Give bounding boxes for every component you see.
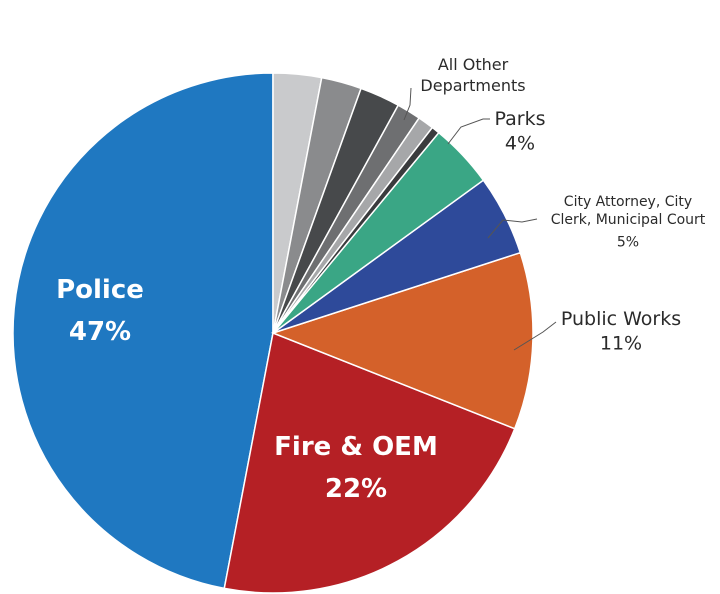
label-fire-oem-name: Fire & OEM [274, 432, 438, 462]
label-parks-value: 4% [505, 133, 535, 155]
slice-fire-oem [223, 331, 516, 594]
slice-public-works [270, 251, 534, 430]
label-parks-line-1: Parks [495, 108, 546, 130]
label-all-other-departments-line-1: All Other [438, 55, 509, 74]
leader-lines [403, 87, 557, 351]
label-city-attorney-city-clerk-municipal-court-value: 5% [617, 234, 639, 250]
label-city-attorney-city-clerk-municipal-court-line-2: Clerk, Municipal Court [551, 212, 706, 228]
label-police-value: 47% [69, 317, 131, 347]
leader-public-works [513, 321, 557, 351]
label-public-works-value: 11% [600, 333, 642, 355]
leader-parks [447, 118, 490, 145]
pie-slices [12, 72, 534, 594]
leader-city-attorney-city-clerk-municipal-court [487, 218, 538, 239]
slice-all-other-departments-part-6 [272, 126, 440, 334]
leader-all-other-departments [403, 87, 412, 121]
slice-labels: Police 47% Fire & OEM 22% Public Works 11% Cit… [56, 55, 706, 504]
slice-police [12, 72, 274, 590]
label-city-attorney-city-clerk-municipal-court-line-1: City Attorney, City [564, 194, 692, 210]
label-public-works-line-1: Public Works [561, 308, 681, 330]
label-all-other-departments-line-2: Departments [420, 76, 525, 95]
label-police-name: Police [56, 275, 144, 305]
label-fire-oem-value: 22% [325, 474, 387, 504]
